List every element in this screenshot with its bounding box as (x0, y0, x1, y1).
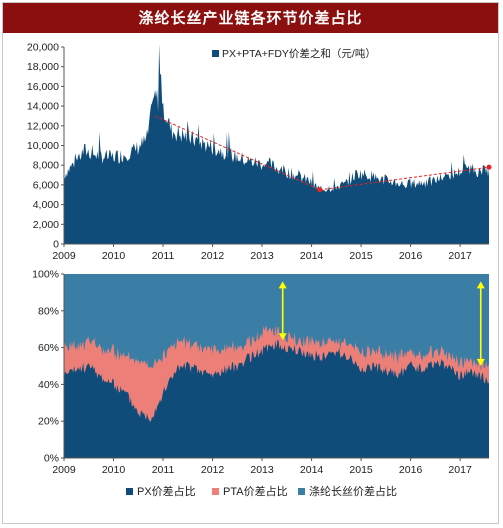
bottom-chart: 0%20%40%60%80%100% 2009 2010 2011 2012 2013 2… (32, 269, 489, 498)
bottom-y-ticks: 0% 20% 40% 60% 80% 100% (32, 269, 64, 465)
bottom-y-tick-label: 40% (38, 379, 59, 391)
legend-swatch-pta (212, 488, 219, 495)
trend-line (319, 166, 490, 191)
top-y-tick-label: 0 (53, 239, 59, 251)
legend-label-pta: PTA价差占比 (223, 484, 288, 498)
top-x-tick-label: 2011 (152, 250, 175, 262)
legend-label-fdy: 涤纶长丝价差占比 (309, 484, 397, 498)
top-x-tick-label: 2016 (399, 250, 423, 262)
bottom-legend: PX价差占比 PTA价差占比 涤纶长丝价差占比 (126, 484, 397, 498)
top-legend: PX+PTA+FDY价差之和（元/吨） (212, 47, 376, 60)
top-chart: 0 2,000 4,000 6,000 8,000 10,000 12,000 14,000 1… (27, 42, 492, 262)
bottom-x-tick-label: 2010 (102, 464, 126, 476)
bottom-x-tick-label: 2015 (349, 464, 373, 476)
top-trend-lines (154, 115, 492, 193)
top-y-tick-label: 10,000 (27, 140, 59, 152)
top-x-tick-label: 2013 (250, 250, 274, 262)
top-legend-swatch (212, 50, 219, 57)
legend-swatch-fdy (298, 488, 305, 495)
bottom-arrows (278, 281, 485, 366)
bottom-x-tick-label: 2017 (448, 464, 472, 476)
top-y-tick-label: 18,000 (27, 61, 59, 73)
top-y-ticks: 0 2,000 4,000 6,000 8,000 10,000 12,000 14,000 1… (27, 42, 64, 251)
top-x-tick-label: 2010 (102, 250, 126, 262)
arrow-head-down (476, 359, 485, 366)
legend-label-px: PX价差占比 (137, 484, 196, 498)
arrow-head-up (278, 281, 287, 289)
top-y-tick-label: 16,000 (27, 81, 59, 93)
bottom-x-tick-label: 2014 (300, 464, 324, 476)
trend-line (154, 115, 321, 191)
bottom-x-tick-label: 2009 (52, 464, 76, 476)
bottom-x-tick-label: 2016 (399, 464, 423, 476)
top-legend-label: PX+PTA+FDY价差之和（元/吨） (222, 47, 376, 60)
top-x-tick-label: 2015 (349, 250, 373, 262)
top-y-tick-label: 2,000 (33, 219, 59, 231)
legend-swatch-px (126, 488, 133, 495)
top-y-tick-label: 20,000 (27, 42, 59, 54)
top-x-tick-label: 2012 (201, 250, 225, 262)
bottom-x-ticks: 2009 2010 2011 2012 2013 2014 2015 2016 2017 (52, 458, 472, 476)
bottom-y-tick-label: 80% (38, 305, 59, 317)
bottom-area-px (64, 339, 489, 458)
bottom-y-tick-label: 20% (38, 416, 59, 428)
bottom-y-tick-label: 100% (32, 269, 59, 281)
top-x-tick-label: 2017 (448, 250, 472, 262)
bottom-y-tick-label: 60% (38, 342, 59, 354)
top-y-tick-label: 12,000 (27, 120, 59, 132)
arrow-head-down (278, 333, 287, 341)
trend-point (486, 164, 492, 170)
arrow-head-up (476, 281, 485, 289)
chart-title: 涤纶长丝产业链各环节价差占比 (3, 3, 498, 33)
top-y-tick-label: 14,000 (27, 101, 59, 113)
bottom-y-tick-label: 0% (44, 453, 59, 465)
bottom-x-tick-label: 2012 (201, 464, 225, 476)
bottom-x-tick-label: 2013 (250, 464, 274, 476)
top-y-tick-label: 6,000 (33, 179, 59, 191)
top-x-ticks: 2009 2010 2011 2012 2013 2014 2015 2016 2017 (52, 244, 472, 262)
bottom-x-tick-label: 2011 (152, 464, 175, 476)
top-y-tick-label: 8,000 (33, 160, 59, 172)
top-x-tick-label: 2009 (52, 250, 76, 262)
top-x-tick-label: 2014 (300, 250, 324, 262)
top-area-series (64, 44, 489, 245)
top-y-tick-label: 4,000 (33, 199, 59, 211)
